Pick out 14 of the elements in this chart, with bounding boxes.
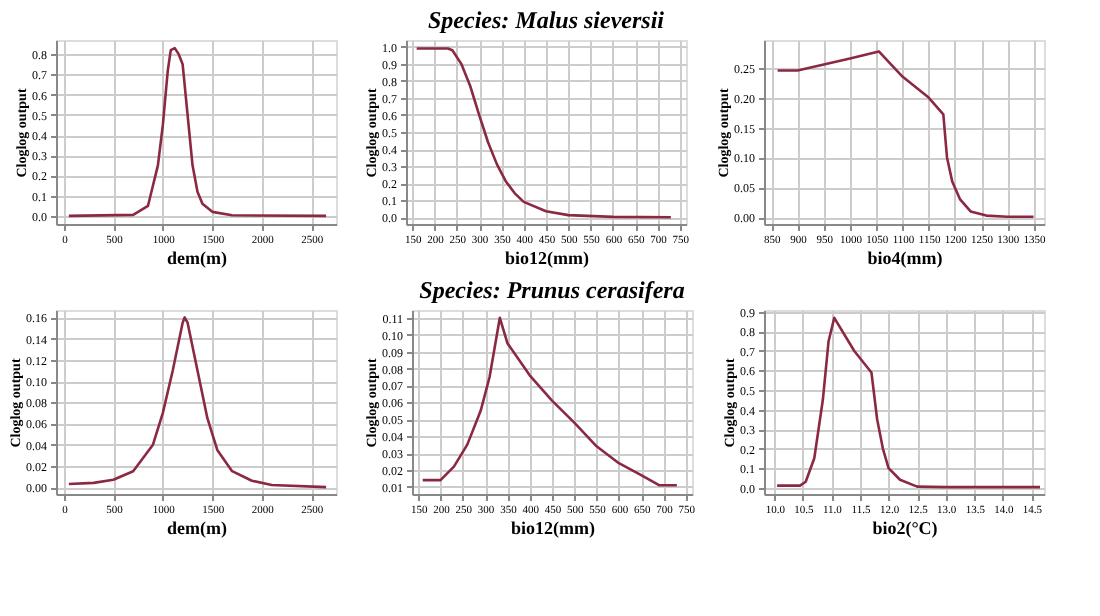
x-axis-title: bio4(mm) [867, 248, 943, 268]
line-series [415, 47, 673, 219]
chart-title: Species: Malus sieversii [428, 6, 666, 34]
x-axis-title: bio12(mm) [505, 248, 589, 268]
line-series [67, 316, 328, 489]
line-series [67, 46, 328, 218]
line-series [776, 50, 1035, 219]
x-axis-title: bio2(°C) [872, 518, 938, 538]
x-axis-title: bio12(mm) [511, 518, 595, 538]
chart-title: Species: Prunus cerasifera [419, 276, 685, 304]
line-series [421, 316, 679, 487]
line-series [775, 316, 1042, 489]
x-axis-title: dem(m) [167, 248, 227, 268]
x-axis-title: dem(m) [167, 518, 227, 538]
